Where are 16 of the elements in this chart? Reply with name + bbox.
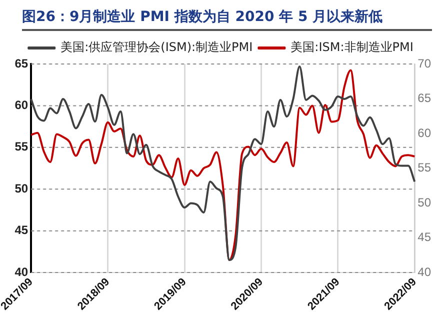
- y2-tick-label: 70: [418, 56, 432, 70]
- y2-tick-label: 50: [418, 195, 432, 210]
- y2-tick-label: 45: [418, 230, 432, 244]
- y-tick-label: 50: [14, 181, 28, 196]
- y-tick-label: 40: [14, 264, 28, 279]
- y-tick-label: 65: [14, 56, 28, 70]
- y-tick-label: 60: [14, 98, 28, 112]
- y-tick-label: 45: [14, 223, 28, 238]
- legend-label: 美国:ISM:非制造业PMI: [290, 40, 414, 54]
- y2-tick-label: 40: [418, 264, 432, 279]
- legend-label: 美国:供应管理协会(ISM):制造业PMI: [60, 40, 253, 54]
- y2-tick-label: 60: [418, 126, 432, 140]
- y2-tick-label: 55: [418, 160, 432, 175]
- y2-tick-label: 65: [418, 91, 432, 106]
- y-tick-label: 55: [14, 140, 28, 154]
- chart-title: 图26：9月制造业 PMI 指数为自 2020 年 5 月以来新低: [22, 8, 432, 31]
